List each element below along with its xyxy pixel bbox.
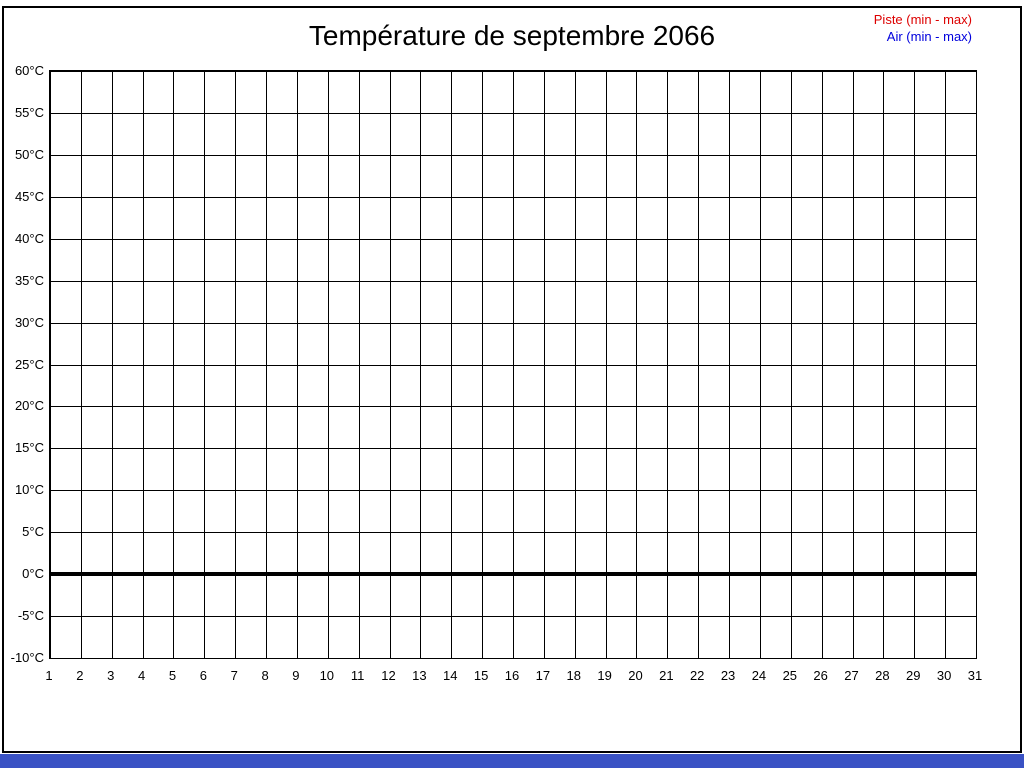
chart-title: Température de septembre 2066 (308, 20, 716, 51)
x-tick-label: 25 (782, 668, 798, 683)
x-tick-label: 9 (292, 668, 300, 683)
v-gridline (451, 71, 453, 658)
x-tick-label: 22 (689, 668, 705, 683)
x-tick-label: 15 (473, 668, 489, 683)
x-tick-label: 3 (107, 668, 115, 683)
y-tick-label: 30°C (14, 314, 44, 330)
v-gridline (327, 71, 329, 658)
x-tick-label: 21 (659, 668, 674, 683)
v-gridline (883, 71, 885, 658)
x-tick-label: 29 (906, 668, 921, 683)
x-tick-label: 27 (844, 668, 859, 683)
v-gridline (667, 71, 669, 658)
v-gridline (111, 71, 113, 658)
x-tick-label: 13 (412, 668, 427, 683)
v-gridline (976, 71, 977, 658)
x-tick-label: 23 (720, 668, 736, 683)
v-gridline (389, 71, 391, 658)
x-tick-label: 26 (813, 668, 828, 683)
x-tick-label: 11 (350, 668, 365, 683)
y-tick-label: 60°C (14, 63, 44, 78)
x-tick-label: 24 (751, 668, 767, 683)
v-gridline (204, 71, 206, 658)
x-tick-label: 10 (319, 668, 335, 683)
v-gridline (759, 71, 761, 658)
x-tick-label: 4 (137, 668, 146, 683)
plot-area (49, 70, 977, 659)
v-gridline (358, 71, 360, 658)
x-tick-label: 2 (76, 668, 84, 683)
x-tick-label: 18 (566, 668, 581, 683)
x-tick-label: 5 (168, 668, 177, 683)
y-tick-label: 40°C (14, 230, 44, 246)
v-gridline (80, 71, 82, 658)
v-gridline (266, 71, 268, 658)
h-gridline (50, 658, 976, 659)
x-tick-label: 14 (443, 668, 458, 683)
v-gridline (605, 71, 607, 658)
legend: Piste (min - max) Air (min - max) (874, 11, 972, 45)
y-tick-label: -5°C (17, 608, 44, 624)
v-gridline (636, 71, 638, 658)
v-gridline (420, 71, 422, 658)
bottom-bar (0, 754, 1024, 768)
x-tick-label: 30 (936, 668, 952, 683)
x-tick-label: 8 (261, 668, 269, 683)
y-tick-label: 25°C (14, 356, 44, 372)
y-tick-label: 15°C (14, 440, 44, 456)
y-tick-label: 35°C (14, 272, 44, 288)
x-tick-label: 28 (875, 668, 890, 683)
y-tick-label: 10°C (14, 482, 44, 498)
y-tick-label: 55°C (14, 104, 44, 120)
legend-item-piste: Piste (min - max) (873, 12, 972, 27)
v-gridline (821, 71, 823, 658)
x-tick-label: 31 (967, 668, 983, 683)
v-gridline (574, 71, 576, 658)
v-gridline (945, 71, 947, 658)
x-tick-label: 19 (597, 668, 612, 683)
v-gridline (235, 71, 237, 658)
v-gridline (729, 71, 731, 658)
y-tick-label: 5°C (22, 524, 44, 540)
v-gridline (482, 71, 484, 658)
v-gridline (698, 71, 700, 658)
v-gridline (543, 71, 545, 658)
x-tick-label: 20 (628, 668, 643, 683)
v-gridline (790, 71, 792, 658)
legend-item-air: Air (min - max) (886, 29, 972, 44)
y-tick-label: -10°C (10, 650, 44, 665)
y-tick-label: 50°C (14, 146, 44, 162)
x-tick-label: 17 (535, 668, 551, 683)
x-tick-label: 7 (230, 668, 238, 683)
y-tick-label: 0°C (22, 566, 44, 582)
x-tick-label: 6 (199, 668, 207, 683)
x-tick-label: 12 (381, 668, 396, 683)
y-tick-label: 45°C (14, 188, 44, 204)
v-gridline (142, 71, 144, 658)
v-gridline (296, 71, 298, 658)
v-gridline (50, 71, 51, 658)
x-tick-label: 1 (45, 668, 53, 683)
v-gridline (852, 71, 854, 658)
v-gridline (513, 71, 514, 658)
y-tick-label: 20°C (14, 398, 44, 414)
v-gridline (914, 71, 916, 658)
x-tick-label: 16 (504, 668, 520, 683)
v-gridline (173, 71, 175, 658)
